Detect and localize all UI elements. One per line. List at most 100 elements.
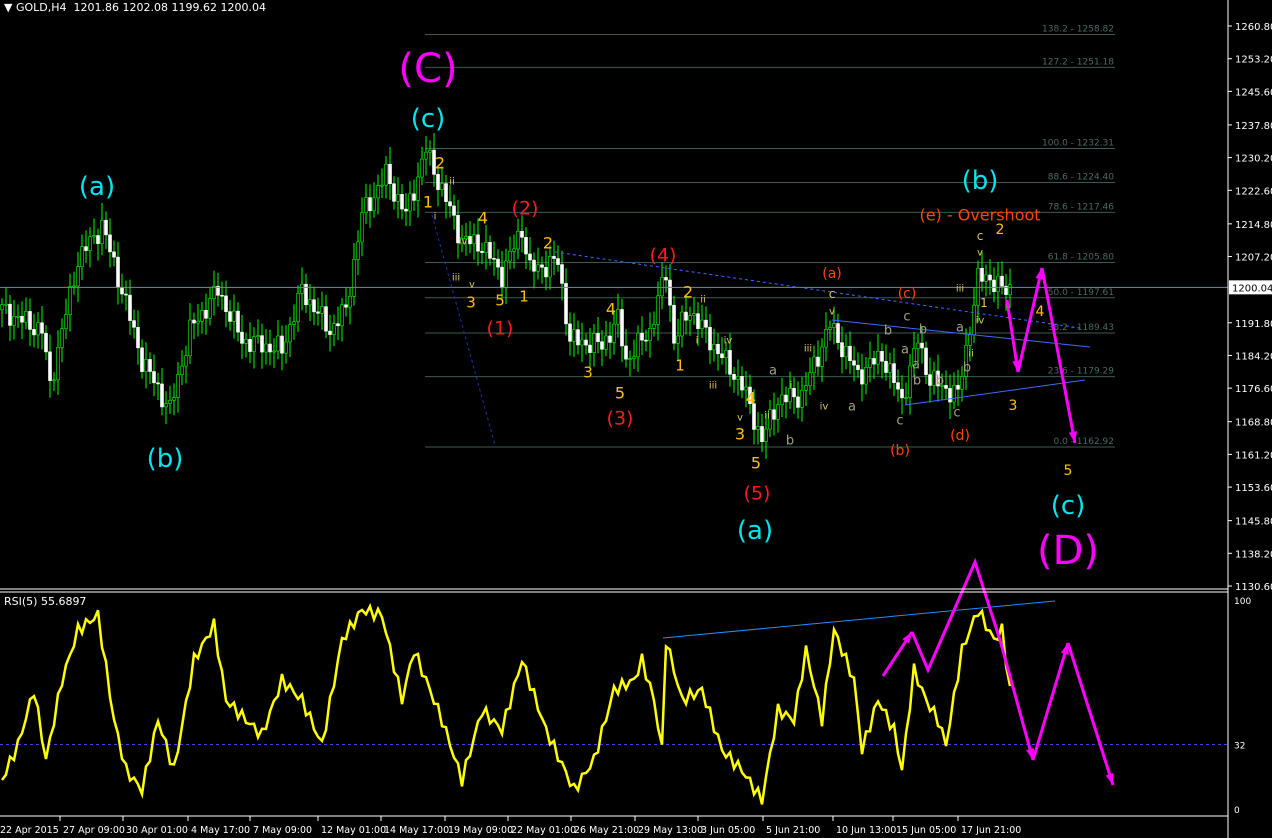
candle-body (324, 306, 328, 332)
candle-body (252, 336, 256, 352)
rsi-header: RSI(5) 55.6897 (4, 595, 87, 608)
candle-body (728, 350, 732, 375)
candle-body (300, 283, 304, 294)
candle-body (916, 342, 920, 349)
wave-label: ii (449, 177, 455, 188)
wave-label: v (977, 248, 983, 259)
wave-label: (3) (607, 408, 634, 430)
candle-body (800, 389, 804, 408)
candle-body (12, 316, 16, 326)
candle-body (856, 364, 860, 371)
fib-level-label: 138.2 - 1258.82 (1042, 25, 1114, 35)
high: 1202.08 (122, 1, 169, 14)
candle-body (792, 388, 796, 398)
candle-body (336, 323, 340, 327)
fibonacci-retracement[interactable]: 138.2 - 1258.82 127.2 - 1251.18 100.0 - 12… (425, 25, 1115, 448)
candle-body (516, 230, 520, 250)
candle-body (144, 359, 148, 372)
candle-body (120, 286, 124, 295)
candle-body (880, 351, 884, 362)
candle-body (348, 295, 352, 308)
candle-body (352, 259, 356, 297)
wave-label: iii (452, 273, 460, 284)
candle-body (368, 197, 372, 212)
candle-body (488, 242, 492, 259)
candle-body (1004, 285, 1008, 295)
candle-body (268, 343, 272, 353)
wave-label: v (737, 413, 743, 424)
wave-label: a (956, 321, 964, 336)
wave-label: 1 (980, 296, 988, 310)
candle-body (84, 246, 88, 251)
open: 1201.86 (73, 1, 120, 14)
wave-label: (D) (1037, 528, 1099, 574)
candle-body (52, 379, 56, 382)
candle-body (88, 236, 92, 251)
candle-body (540, 264, 544, 268)
projection-arrow (1005, 299, 1020, 373)
candle-body (480, 250, 484, 253)
candle-body (584, 339, 588, 346)
candle-body (644, 339, 648, 342)
candle-body (208, 298, 212, 319)
candle-body (556, 258, 560, 265)
candle-body (424, 151, 428, 160)
candle-body (232, 310, 236, 322)
candle-body (408, 193, 412, 212)
candle-body (744, 386, 748, 391)
candle-body (620, 309, 624, 347)
candle-body (852, 360, 856, 366)
candle-body (184, 355, 188, 367)
candle-body (760, 426, 764, 442)
candle-body (636, 332, 640, 358)
candle-body (44, 332, 48, 353)
candle-body (832, 323, 836, 328)
time-tick-label: 5 Jun 21:00 (766, 825, 820, 836)
candle-body (236, 310, 240, 333)
candle-body (164, 403, 168, 408)
candle-body (804, 385, 808, 391)
candle-body (612, 323, 616, 343)
candle-body (24, 311, 28, 323)
candle-body (932, 370, 936, 386)
trendlines[interactable] (0, 214, 1228, 786)
candle-body (176, 374, 180, 398)
wave-label: c (829, 287, 836, 301)
candle-body (448, 201, 452, 207)
price-tick-label: 1253.20 (1235, 55, 1272, 66)
wave-label: iii (804, 344, 812, 355)
candle-body (160, 383, 164, 408)
candle-body (992, 279, 996, 293)
candle-body (80, 246, 84, 267)
wave-label: c (903, 310, 910, 325)
wave-label: c (977, 229, 984, 243)
price-tick-label: 1130.60 (1235, 582, 1272, 593)
wave-label: 4 (746, 389, 756, 408)
candle-body (156, 382, 160, 385)
candle-body (920, 342, 924, 349)
current-price-label: 1200.04 (1232, 283, 1272, 294)
candle-body (680, 311, 684, 337)
candle-body (576, 329, 580, 346)
candle-body (568, 323, 572, 342)
price-tick-label: 1168.80 (1235, 418, 1272, 429)
candle-body (504, 260, 508, 289)
wave-label: a (848, 400, 856, 415)
wave-label: i (790, 381, 793, 392)
candle-body (356, 241, 360, 260)
candle-body (108, 234, 112, 253)
candle-body (836, 323, 840, 343)
wave-label: ii (968, 349, 974, 360)
candle-body (64, 314, 68, 330)
candle-body (876, 351, 880, 365)
candle-body (820, 346, 824, 367)
candle-body (284, 341, 288, 354)
candle-body (60, 328, 64, 348)
candle-body (188, 319, 192, 357)
candle-body (400, 194, 404, 210)
candle-body (8, 303, 12, 326)
triangle-down-icon[interactable]: ▼ (4, 1, 16, 14)
triangle-lower-line (904, 379, 1086, 406)
candle-body (600, 341, 604, 350)
